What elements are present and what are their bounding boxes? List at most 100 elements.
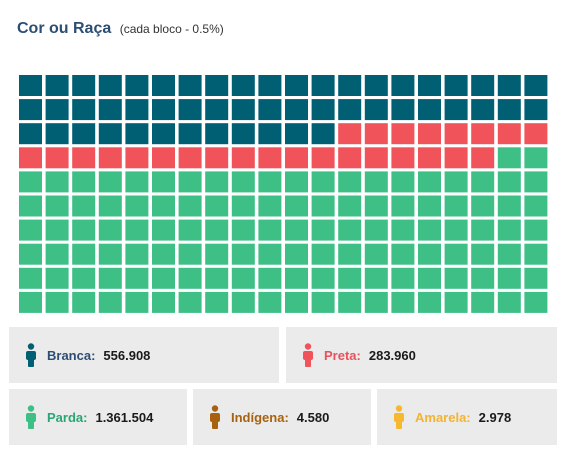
legend-card-branca: Branca: 556.908	[9, 327, 279, 383]
waffle-block-parda	[72, 171, 96, 193]
waffle-block-parda	[285, 219, 308, 241]
waffle-block-branca	[338, 75, 362, 96]
person-icon	[394, 405, 404, 429]
waffle-block-parda	[45, 219, 69, 241]
waffle-block-parda	[258, 219, 282, 241]
waffle-block-parda	[19, 267, 42, 289]
waffle-block-preta	[338, 123, 362, 145]
waffle-block-preta	[524, 123, 548, 145]
waffle-block-preta	[231, 147, 255, 169]
waffle-block-parda	[258, 291, 282, 313]
waffle-block-parda	[72, 195, 96, 217]
waffle-block-branca	[364, 99, 388, 121]
waffle-block-branca	[338, 99, 362, 121]
waffle-block-parda	[444, 243, 468, 265]
waffle-block-parda	[125, 171, 149, 193]
waffle-block-parda	[152, 291, 175, 313]
waffle-block-preta	[205, 147, 229, 169]
waffle-block-branca	[285, 123, 308, 145]
waffle-block-parda	[444, 291, 468, 313]
waffle-block-branca	[19, 99, 42, 121]
waffle-block-parda	[45, 267, 69, 289]
waffle-block-parda	[497, 219, 521, 241]
waffle-block-branca	[497, 99, 521, 121]
waffle-block-branca	[152, 75, 175, 96]
waffle-block-parda	[231, 195, 255, 217]
waffle-block-parda	[98, 195, 122, 217]
waffle-block-parda	[524, 243, 548, 265]
waffle-block-branca	[391, 75, 415, 96]
waffle-block-parda	[391, 171, 415, 193]
waffle-block-branca	[311, 75, 335, 96]
waffle-block-parda	[364, 243, 388, 265]
waffle-block-branca	[285, 99, 308, 121]
legend-value-indigena: 4.580	[296, 409, 330, 425]
waffle-block-branca	[418, 99, 441, 121]
waffle-block-parda	[471, 195, 495, 217]
waffle-block-branca	[45, 75, 69, 96]
person-icon	[26, 405, 36, 429]
waffle-block-parda	[125, 219, 149, 241]
waffle-block-parda	[444, 219, 468, 241]
waffle-block-parda	[178, 195, 202, 217]
legend-label-indigena: Indígena:	[231, 409, 289, 425]
waffle-block-parda	[338, 243, 362, 265]
waffle-block-parda	[178, 219, 202, 241]
waffle-block-parda	[364, 195, 388, 217]
waffle-block-preta	[178, 147, 202, 169]
legend-value-amarela: 2.978	[478, 409, 512, 425]
waffle-block-parda	[231, 171, 255, 193]
waffle-block-branca	[178, 99, 202, 121]
waffle-block-parda	[152, 243, 175, 265]
waffle-block-branca	[125, 99, 149, 121]
waffle-block-preta	[364, 147, 388, 169]
waffle-block-parda	[285, 291, 308, 313]
waffle-block-preta	[72, 147, 96, 169]
waffle-block-branca	[98, 99, 122, 121]
waffle-block-parda	[231, 219, 255, 241]
waffle-block-parda	[45, 291, 69, 313]
waffle-block-branca	[205, 75, 229, 96]
waffle-block-parda	[72, 291, 96, 313]
waffle-block-branca	[205, 99, 229, 121]
waffle-block-parda	[178, 267, 202, 289]
waffle-block-branca	[152, 99, 175, 121]
waffle-block-parda	[19, 171, 42, 193]
waffle-block-preta	[391, 147, 415, 169]
waffle-block-parda	[311, 171, 335, 193]
waffle-block-parda	[125, 291, 149, 313]
waffle-block-parda	[471, 243, 495, 265]
waffle-block-preta	[45, 147, 69, 169]
waffle-block-parda	[125, 243, 149, 265]
person-icon	[210, 405, 220, 429]
waffle-block-parda	[444, 171, 468, 193]
waffle-block-parda	[72, 243, 96, 265]
legend-label-parda: Parda:	[47, 409, 88, 425]
waffle-block-parda	[418, 243, 441, 265]
waffle-block-parda	[418, 267, 441, 289]
waffle-block-parda	[258, 195, 282, 217]
waffle-block-parda	[19, 243, 42, 265]
waffle-block-parda	[205, 171, 229, 193]
waffle-block-preta	[471, 147, 495, 169]
waffle-block-parda	[311, 195, 335, 217]
waffle-block-preta	[418, 123, 441, 145]
waffle-block-parda	[471, 171, 495, 193]
legend-value-parda: 1.361.504	[95, 409, 154, 425]
waffle-block-branca	[524, 75, 548, 96]
waffle-block-branca	[311, 123, 335, 145]
waffle-block-parda	[98, 243, 122, 265]
waffle-block-parda	[205, 243, 229, 265]
waffle-block-branca	[258, 75, 282, 96]
waffle-block-branca	[497, 75, 521, 96]
waffle-block-parda	[524, 195, 548, 217]
waffle-block-preta	[497, 123, 521, 145]
waffle-block-parda	[178, 171, 202, 193]
waffle-block-parda	[125, 195, 149, 217]
waffle-block-preta	[258, 147, 282, 169]
waffle-block-branca	[231, 99, 255, 121]
waffle-block-preta	[391, 123, 415, 145]
waffle-block-parda	[364, 291, 388, 313]
waffle-block-parda	[391, 195, 415, 217]
waffle-block-parda	[152, 195, 175, 217]
